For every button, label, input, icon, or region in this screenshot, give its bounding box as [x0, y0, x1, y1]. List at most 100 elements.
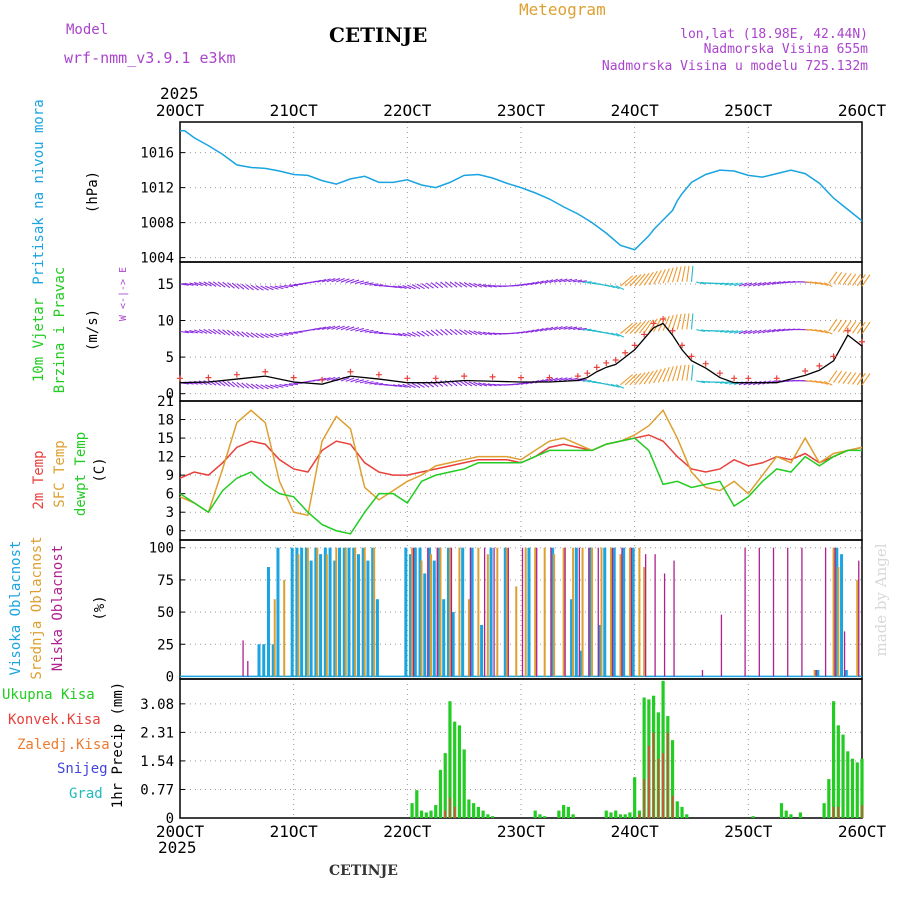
wind-gust-marker [404, 375, 411, 382]
high-cloud-bar [276, 547, 280, 677]
temp-unit: (C) [92, 457, 108, 482]
watermark: made by Angel [872, 543, 890, 656]
wind-arrow [369, 330, 379, 334]
wind-gust-marker [702, 360, 709, 367]
wind-arrow [430, 282, 439, 289]
high-cloud-bar [470, 547, 474, 677]
mid-cloud-bar [335, 547, 338, 677]
wind-arrow [643, 370, 654, 385]
wind-arrow [525, 329, 535, 334]
x-tick-label-top: 21OCT [270, 101, 319, 120]
wind-arrow [444, 281, 453, 288]
high-cloud-bar [631, 547, 635, 677]
high-cloud-bar [446, 547, 450, 677]
wind-arrow [402, 332, 412, 337]
mid-cloud-bar [458, 547, 461, 677]
x-axis-bottom: 20OCT 21OCT 22OCT 23OCT 24OCT 25OCT 26OCT [156, 822, 887, 841]
wind-arrow [444, 328, 453, 336]
wind-arrow [748, 282, 757, 287]
wind-arrow [222, 380, 231, 387]
wind-arrow [260, 384, 269, 390]
wind-arrow [719, 381, 729, 384]
wind-arrow [374, 383, 384, 385]
high-cloud-bar [300, 547, 304, 677]
wind-arrow [539, 327, 549, 332]
wind-arrow [676, 365, 682, 381]
wind-arrow [208, 328, 217, 335]
high-cloud-bar [342, 547, 346, 677]
wind-arrow [842, 320, 852, 333]
temp-sfc-line [179, 408, 863, 517]
wind-arrow [435, 281, 444, 289]
low-cloud-bar [673, 560, 675, 677]
wind-arrow [288, 284, 298, 287]
wind-arrow [610, 332, 620, 337]
wind-arrow [776, 280, 786, 285]
total-precip-bar [623, 814, 627, 818]
wind-arrow [359, 380, 369, 384]
conv-precip-bar [643, 779, 645, 818]
conv-precip-bar [638, 814, 641, 818]
footer-station: CETINJE [329, 863, 398, 879]
wind-arrow [350, 279, 360, 284]
wind-arrow [473, 381, 483, 387]
wind-arrow [823, 381, 833, 386]
high-cloud-bar [366, 560, 370, 677]
wind-arrow [553, 377, 563, 382]
wind-arrow [724, 282, 734, 286]
high-cloud-bar [323, 547, 327, 677]
wind-arrow [179, 283, 189, 286]
total-precip-bar [614, 810, 618, 818]
total-precip-bar [628, 812, 632, 818]
wind-arrow [762, 281, 772, 286]
wind-arrow [771, 281, 781, 285]
wind-arrow [340, 377, 350, 382]
wind-arrow [274, 333, 284, 337]
x-tick-label-top: 26OCT [838, 101, 887, 120]
mid-cloud-bar [832, 547, 835, 677]
low-cloud-bar [493, 547, 495, 677]
total-precip-bar [779, 803, 784, 818]
high-cloud-bar [413, 547, 417, 677]
wind-arrow [681, 265, 686, 282]
conv-precip-bar [671, 795, 674, 818]
wind-arrow [823, 329, 833, 335]
mid-cloud-bar [837, 567, 840, 677]
wind-gust-marker [830, 353, 837, 360]
total-precip-bar [438, 769, 443, 818]
wind-arrow [245, 383, 254, 390]
high-cloud-bar [840, 554, 844, 677]
wind-arrow [203, 281, 212, 287]
y-tick-label: 1012 [140, 181, 174, 197]
wind-arrow [781, 280, 791, 284]
mid-cloud-bar [505, 547, 508, 677]
cloud-ylabel-1: Visoka Oblacnost [8, 541, 24, 676]
wind-arrow [558, 278, 568, 283]
wind-gust-marker [859, 338, 865, 345]
wind-arrow [568, 326, 578, 330]
wind-gust-marker [731, 375, 738, 382]
high-cloud-bar [356, 554, 360, 677]
wind-arrow [407, 284, 416, 290]
low-cloud-bar [858, 560, 860, 677]
wind-arrow [776, 328, 786, 332]
total-precip-bar [836, 725, 840, 818]
wind-arrow [752, 329, 762, 335]
model-name: wrf-nmm_v3.9.1 e3km [64, 49, 236, 67]
wind-arrow [468, 330, 478, 336]
low-cloud-bar [834, 547, 836, 677]
wind-arrow [667, 366, 674, 382]
wind-arrow [397, 332, 407, 337]
total-precip-bar [467, 799, 471, 818]
total-precip-bar [533, 810, 537, 818]
low-cloud-bar [758, 547, 760, 677]
wind-arrow [393, 384, 403, 388]
temp-ylabel-1: 2m Temp [31, 450, 47, 509]
low-cloud-bar [536, 547, 538, 677]
wind-arrow [814, 329, 824, 333]
wind-gust-marker [641, 331, 648, 338]
wind-arrow [459, 380, 468, 387]
wind-arrow [331, 376, 341, 382]
wind-arrow [767, 328, 776, 333]
wind-arrow [781, 328, 791, 332]
